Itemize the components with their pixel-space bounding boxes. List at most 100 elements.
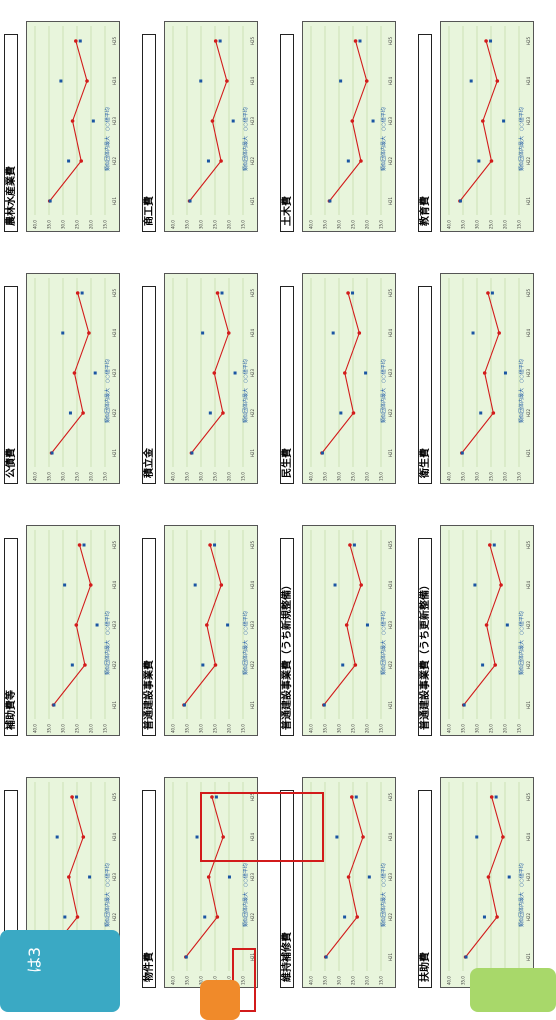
y-tick-label: 25.0	[75, 220, 80, 229]
x-tick-label: H22	[388, 912, 393, 921]
y-tick-label: 30.0	[61, 220, 66, 229]
x-tick-label: H24	[526, 580, 531, 589]
chart-panel: 積立金 40.0 35.0 30.0 25.0 20.0 15.0 H21 H22 H23 H24 H…	[142, 273, 260, 498]
x-tick-label: H23	[250, 368, 255, 377]
y-tick-label: 40.0	[309, 220, 314, 229]
y-tick-label: 35.0	[461, 976, 466, 985]
panel-title: 衛生費	[418, 286, 432, 484]
y-tick-label: 30.0	[199, 472, 204, 481]
y-tick-label: 15.0	[379, 976, 384, 985]
x-tick-label: H23	[526, 620, 531, 629]
cmp-point	[364, 371, 368, 375]
y-tick-label: 20.0	[89, 220, 94, 229]
cmp-point	[67, 159, 71, 163]
legend-text: 類似団体内最大 ○○値平均	[104, 863, 111, 927]
chart-svg: 40.0 35.0 30.0 25.0 20.0 15.0 H21 H22 H23 H24 H25 類…	[33, 530, 117, 733]
own-point	[346, 875, 351, 879]
legend-text: 類似団体内最大 ○○値平均	[104, 107, 111, 171]
cmp-point	[320, 451, 324, 455]
own-point	[343, 371, 347, 375]
y-tick-label: 20.0	[503, 724, 508, 733]
own-series-line	[323, 544, 362, 706]
cmp-point	[190, 451, 194, 455]
panel-title: 普通建設事業費（うち更新整備）	[418, 538, 432, 736]
own-point	[88, 583, 93, 587]
x-tick-label: H25	[112, 288, 117, 297]
green-callout	[470, 968, 556, 1012]
cmp-point	[52, 703, 56, 707]
legend-text: 類似団体内最大 ○○値平均	[518, 863, 525, 927]
own-point	[81, 411, 85, 415]
own-point	[359, 159, 363, 163]
own-series-line	[49, 40, 88, 202]
own-point	[350, 119, 355, 123]
own-point	[497, 331, 501, 335]
x-tick-label: H25	[388, 36, 393, 45]
own-point	[348, 543, 352, 547]
cmp-point	[490, 291, 494, 295]
x-tick-label: H23	[526, 872, 531, 881]
chart-panel: 公債費 40.0 35.0 30.0 25.0 20.0 15.0 H21 H22 H23 H24 H…	[4, 273, 122, 498]
chart-panel: 維持補修費 40.0 35.0 30.0 25.0 20.0 15.0 H21 H22 H23 H2…	[280, 777, 398, 1002]
x-tick-label: H25	[250, 288, 255, 297]
y-tick-label: 15.0	[241, 724, 246, 733]
line-chart: 40.0 35.0 30.0 25.0 20.0 15.0 H21 H22 H23 H24 H25 類…	[440, 21, 534, 232]
own-point	[219, 583, 224, 587]
own-point	[75, 291, 80, 295]
x-tick-label: H22	[526, 408, 531, 417]
y-tick-label: 40.0	[171, 976, 176, 985]
y-tick-label: 20.0	[365, 724, 370, 733]
own-point	[213, 663, 218, 667]
cmp-point	[188, 199, 192, 203]
line-chart: 40.0 35.0 30.0 25.0 20.0 15.0 H21 H22 H23 H24 H25 類…	[164, 21, 258, 232]
y-tick-label: 30.0	[337, 724, 342, 733]
own-point	[72, 371, 77, 375]
cmp-point	[492, 543, 496, 547]
x-tick-label: H21	[526, 952, 531, 961]
own-point	[344, 623, 349, 627]
x-tick-label: H24	[112, 832, 117, 841]
cmp-point	[218, 39, 222, 43]
y-tick-label: 25.0	[351, 976, 356, 985]
y-tick-label: 15.0	[379, 724, 384, 733]
y-tick-label: 30.0	[337, 472, 342, 481]
cmp-point	[358, 39, 362, 43]
x-tick-label: H21	[526, 196, 531, 205]
y-tick-label: 15.0	[379, 472, 384, 481]
own-point	[77, 543, 82, 547]
own-point	[226, 331, 231, 335]
y-tick-label: 30.0	[199, 724, 204, 733]
y-tick-label: 25.0	[75, 472, 80, 481]
highlight-box	[200, 792, 324, 862]
y-tick-label: 20.0	[503, 220, 508, 229]
line-chart: 40.0 35.0 30.0 25.0 20.0 15.0 H21 H22 H23 H24 H25 類…	[164, 273, 258, 484]
own-point	[364, 79, 369, 83]
own-point	[499, 583, 503, 587]
cmp-point	[82, 543, 86, 547]
x-tick-label: H25	[526, 540, 531, 549]
y-tick-label: 40.0	[171, 220, 176, 229]
own-point	[81, 835, 86, 839]
own-point	[486, 291, 490, 295]
chart-svg: 40.0 35.0 30.0 25.0 20.0 15.0 H21 H22 H23 H24 H25 類…	[309, 26, 393, 229]
x-tick-label: H21	[112, 448, 117, 457]
own-point	[221, 411, 225, 415]
own-series-line	[183, 544, 222, 706]
cmp-point	[507, 875, 511, 879]
x-tick-label: H23	[112, 872, 117, 881]
y-tick-label: 35.0	[323, 220, 328, 229]
x-tick-label: H24	[250, 76, 255, 85]
x-tick-label: H23	[388, 620, 393, 629]
own-series-line	[465, 796, 504, 958]
cmp-point	[80, 291, 84, 295]
teal-callout-text: は3	[25, 946, 45, 974]
legend-text: 類似団体内最大 ○○値平均	[242, 107, 249, 171]
cmp-point	[203, 915, 207, 919]
cmp-point	[352, 543, 356, 547]
x-tick-label: H22	[112, 408, 117, 417]
own-point	[219, 159, 223, 163]
cmp-point	[331, 331, 335, 335]
own-series-line	[325, 796, 364, 958]
y-tick-label: 30.0	[61, 472, 66, 481]
y-tick-label: 20.0	[503, 472, 508, 481]
